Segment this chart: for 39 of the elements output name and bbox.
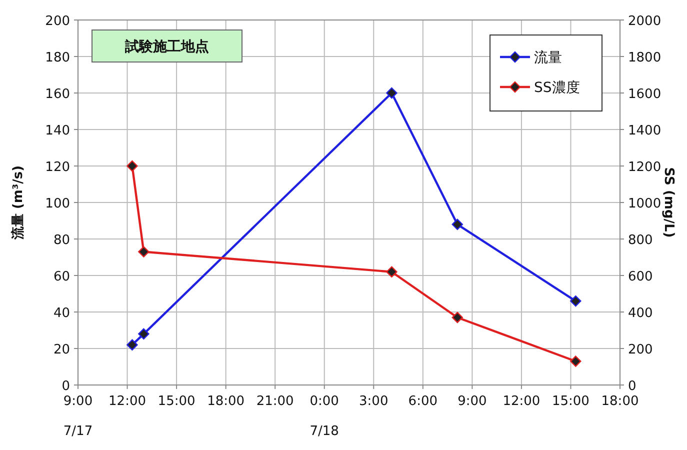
x-tick-label: 18:00 — [601, 394, 639, 409]
y2-axis-title: SS (mg/L) — [661, 167, 676, 238]
x-tick-label: 12:00 — [108, 394, 146, 409]
x-tick-label: 21:00 — [256, 394, 294, 409]
y-tick-label: 40 — [53, 306, 70, 321]
y-tick-label: 20 — [53, 342, 70, 358]
y-tick-label: 80 — [53, 233, 70, 248]
x-tick-label: 0:00 7/18 — [310, 394, 339, 439]
y2-tick-label: 0 — [628, 379, 636, 394]
x-tick-label: 9:00 — [458, 394, 487, 409]
y2-tick-label: 1600 — [628, 87, 662, 102]
y2-tick-label: 1200 — [628, 160, 662, 175]
y-tick-label: 60 — [53, 270, 70, 284]
y-tick-label: 140 — [45, 124, 70, 138]
x-tick-label: 15:00 — [552, 394, 590, 409]
x-tick-label: 15:00 — [158, 394, 196, 409]
y-tick-label: 160 — [45, 87, 70, 102]
y-tick-label: 120 — [45, 160, 70, 175]
y-tick-label: 0 — [62, 379, 70, 394]
legend-label: 流量 — [534, 50, 562, 66]
x-tick-label: 3:00 — [359, 394, 388, 409]
y2-tick-label: 400 — [628, 306, 653, 321]
y-axis-title: 流量 (m³/s) — [10, 165, 26, 241]
annotation: 試験施工地点 — [124, 38, 209, 55]
y2-tick-label: 600 — [628, 270, 653, 284]
y2-tick-label: 200 — [628, 342, 653, 358]
legend-label: SS濃度 — [534, 80, 580, 96]
y-tick-label: 180 — [45, 50, 70, 66]
x-tick-label: 18:00 — [207, 394, 245, 409]
y2-tick-label: 1800 — [628, 50, 662, 66]
y2-tick-label: 2000 — [628, 14, 662, 29]
y-tick-label: 200 — [45, 14, 70, 29]
y2-tick-label: 1000 — [628, 196, 662, 212]
x-tick-label: 6:00 — [408, 394, 438, 409]
y-tick-label: 100 — [45, 196, 70, 212]
x-tick-label: 9:00 7/17 — [63, 394, 93, 439]
y2-tick-label: 1400 — [628, 124, 662, 138]
x-tick-label: 12:00 — [502, 394, 540, 409]
y2-tick-label: 800 — [628, 233, 653, 248]
